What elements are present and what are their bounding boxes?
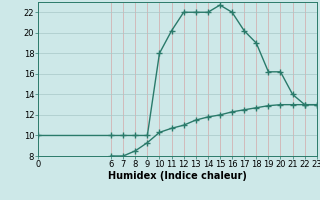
X-axis label: Humidex (Indice chaleur): Humidex (Indice chaleur): [108, 171, 247, 181]
